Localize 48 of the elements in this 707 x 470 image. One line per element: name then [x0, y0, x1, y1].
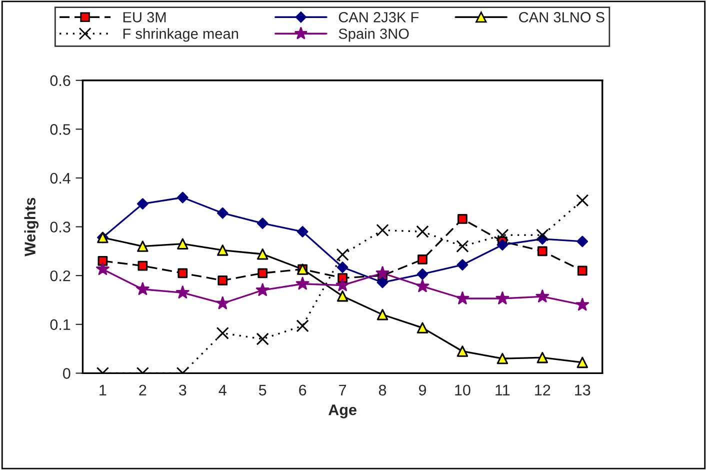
y-tick-label: 0.1	[50, 319, 70, 330]
point	[376, 224, 389, 237]
y-tick-label: 0.6	[50, 75, 70, 86]
x-tick-label: 3	[178, 384, 186, 396]
x-tick-label: 4	[218, 384, 226, 396]
legend-label: Spain 3NO	[338, 28, 409, 42]
x-tick-label: 5	[258, 384, 266, 396]
point	[296, 320, 309, 332]
x-tick-label: 13	[575, 384, 590, 396]
point	[456, 346, 468, 357]
x-tick-label: 11	[496, 384, 510, 396]
point	[576, 194, 589, 207]
y-tick-label: 0.3	[50, 222, 70, 232]
point	[536, 352, 548, 364]
legend-label: CAN 2J3K F	[338, 12, 419, 22]
point	[576, 356, 588, 368]
x-tick-label: 6	[299, 384, 306, 396]
point	[256, 332, 269, 346]
legend-label: CAN 3LNO S	[519, 12, 604, 22]
point	[137, 240, 148, 252]
point	[496, 352, 508, 364]
point	[416, 225, 429, 238]
x-tick-label: 2	[139, 384, 146, 396]
point	[216, 244, 228, 256]
point	[536, 228, 549, 242]
y-tick-label: 0.4	[50, 172, 70, 184]
x-tick-label: 10	[455, 384, 470, 396]
point	[416, 322, 428, 334]
y-tick-label: 0	[63, 368, 70, 379]
point	[216, 326, 229, 340]
point	[336, 248, 349, 261]
x-tick-label: 12	[535, 384, 550, 396]
x-axis-title: Age	[328, 404, 356, 418]
x-tick-label: 9	[418, 384, 426, 396]
point	[336, 290, 348, 302]
x-tick-label: 1	[100, 384, 106, 396]
legend-label: EU 3M	[123, 12, 166, 22]
point	[456, 240, 469, 253]
legend-label: F shrinkage mean	[123, 28, 238, 42]
x-tick-label: 7	[339, 384, 346, 396]
point	[496, 228, 509, 242]
y-axis-title: Weights	[24, 198, 39, 256]
x-tick-label: 8	[378, 384, 386, 396]
point	[256, 248, 268, 260]
y-tick-label: 0.2	[50, 270, 70, 282]
point	[177, 238, 188, 250]
point	[376, 308, 388, 320]
y-tick-label: 0.5	[50, 124, 70, 135]
